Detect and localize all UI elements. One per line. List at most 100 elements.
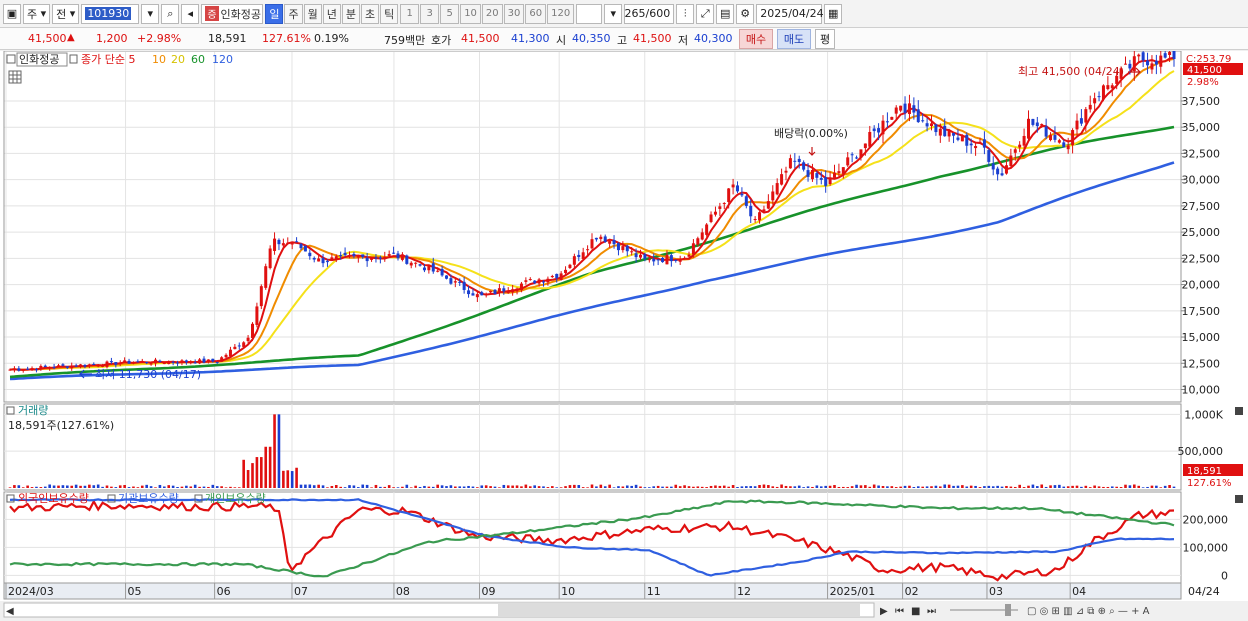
minute-option-7[interactable]: 120 <box>547 3 575 24</box>
speed-slider-thumb[interactable] <box>1005 604 1011 616</box>
minute-option-6[interactable]: 60 <box>525 3 547 24</box>
volume-bar <box>202 486 206 488</box>
period-tab-5[interactable]: 초 <box>360 3 380 24</box>
volume-bar <box>312 485 316 488</box>
legend-ma60[interactable]: 60 <box>191 53 205 66</box>
draw-tool-icon[interactable]: ⤢ <box>696 3 715 24</box>
volume-bar <box>255 457 259 488</box>
price-change-pct: +2.98% <box>137 32 182 45</box>
candle-body <box>251 323 254 338</box>
candle-body <box>140 361 144 363</box>
candle-body <box>281 243 285 246</box>
forward-icon[interactable]: ⏭ <box>927 606 936 617</box>
volume-bar <box>405 484 409 488</box>
candle-body <box>824 177 828 186</box>
candle-body <box>810 169 814 180</box>
stock-code-input[interactable]: 101930 <box>81 3 140 24</box>
legend-ma20[interactable]: 20 <box>171 53 185 66</box>
x-tick-label: 06 <box>217 585 231 598</box>
chart-table-icon[interactable] <box>8 70 22 84</box>
candle-body <box>542 281 545 283</box>
candle-body <box>1124 63 1127 65</box>
legend-individual[interactable]: 개인보유수량 <box>205 492 266 505</box>
volume-bar <box>595 486 598 488</box>
stock-name-field[interactable]: 증 인화정공 <box>201 3 264 24</box>
candle-type-icon[interactable]: ⫶ <box>676 3 695 24</box>
individual-line <box>9 499 1175 578</box>
minute-option-1[interactable]: 3 <box>420 3 440 24</box>
candle-body <box>511 289 515 293</box>
candle-body <box>184 360 188 363</box>
stock-badge: 증 <box>205 6 219 21</box>
volume-bar <box>101 486 104 488</box>
bar-count-input[interactable]: 265/600 <box>624 3 675 24</box>
legend-ma120[interactable]: 120 <box>212 53 233 66</box>
volume-bar <box>520 486 523 488</box>
volume-close-icon[interactable] <box>1235 407 1243 415</box>
volume-bar <box>542 486 545 488</box>
legend-foreign[interactable]: 외국인보유수량 <box>18 492 89 505</box>
volume-bar <box>939 486 942 488</box>
legend-ma10[interactable]: 10 <box>152 53 166 66</box>
buy-button[interactable]: 매수 <box>739 29 773 49</box>
volume-title[interactable]: 거래량 <box>18 404 48 417</box>
candle-body <box>436 270 440 272</box>
volume-bar <box>678 486 682 488</box>
candle-body <box>705 224 709 235</box>
volume-bar <box>1115 486 1118 488</box>
minute-option-3[interactable]: 10 <box>460 3 481 24</box>
minute-option-4[interactable]: 20 <box>481 3 503 24</box>
candle-body <box>131 362 135 364</box>
volume-bar <box>802 487 805 488</box>
candle-body <box>295 241 299 243</box>
calendar-icon[interactable]: ▦ <box>824 3 843 24</box>
volume-bar <box>987 485 991 488</box>
draw-tools-icon[interactable]: ▢ ◎ ⊞ ▥ ⊿ ⧉ ⊕ ⌕ — + A <box>1027 606 1150 617</box>
scroll-left-icon[interactable]: ◀ <box>6 606 14 617</box>
volume-last-tag-bg <box>1183 464 1243 476</box>
period-tab-2[interactable]: 월 <box>303 3 322 24</box>
volume-bar <box>1146 486 1149 488</box>
volume-bar <box>1005 485 1008 488</box>
volume-bar <box>282 470 285 488</box>
period-tab-0[interactable]: 일 <box>265 3 284 24</box>
chart-svg[interactable]: 10,000 12,500 15,000 17,500 20,000 22,500 25,0… <box>0 41 1248 621</box>
volume-bar <box>665 486 669 488</box>
candle-body <box>453 281 457 283</box>
sell-button[interactable]: 매도 <box>777 29 811 49</box>
period-tab-1[interactable]: 주 <box>284 3 303 24</box>
scroll-right-icon[interactable]: ▶ <box>880 606 888 617</box>
volume-bar <box>264 446 268 488</box>
flat-button[interactable]: 평 <box>815 29 835 49</box>
speaker-icon[interactable]: ◂ <box>181 3 200 24</box>
search-icon[interactable]: ⌕ <box>161 3 180 24</box>
custom-period-input[interactable] <box>576 3 603 24</box>
minute-option-5[interactable]: 30 <box>503 3 525 24</box>
candle-body <box>749 205 753 217</box>
legend-stock-box[interactable] <box>16 52 68 67</box>
legend-institution[interactable]: 기관보유수량 <box>118 492 179 505</box>
period-tab-6[interactable]: 틱 <box>380 3 399 24</box>
period-tab-3[interactable]: 년 <box>322 3 341 24</box>
minute-option-2[interactable]: 5 <box>440 3 460 24</box>
candle-body <box>1172 49 1176 59</box>
layout-icon[interactable]: ▣ <box>3 3 21 24</box>
prev-button[interactable]: 전 ▾ <box>52 3 80 24</box>
stop-icon[interactable]: ■ <box>911 606 920 617</box>
date-input[interactable]: 2025/04/24 <box>756 3 824 24</box>
save-icon[interactable]: ▤ <box>716 3 735 24</box>
volume-bar <box>427 486 431 488</box>
market-select[interactable]: 주 ▾ <box>23 3 51 24</box>
scroll-thumb[interactable] <box>498 604 860 616</box>
code-dropdown-icon[interactable]: ▾ <box>141 3 160 24</box>
holder-close-icon[interactable] <box>1235 495 1243 503</box>
candle-body <box>1084 109 1088 123</box>
period-tab-4[interactable]: 분 <box>341 3 360 24</box>
volume-bar <box>1155 485 1158 488</box>
chart-area[interactable]: 10,000 12,500 15,000 17,500 20,000 22,500 25,0… <box>0 41 1248 621</box>
rewind-icon[interactable]: ⏮ <box>895 606 904 617</box>
period-dropdown-icon[interactable]: ▾ <box>604 3 623 24</box>
gear-icon[interactable]: ⚙ <box>736 3 755 24</box>
legend-ma5[interactable]: 종가 단순 5 <box>81 53 135 66</box>
minute-option-0[interactable]: 1 <box>400 3 420 24</box>
